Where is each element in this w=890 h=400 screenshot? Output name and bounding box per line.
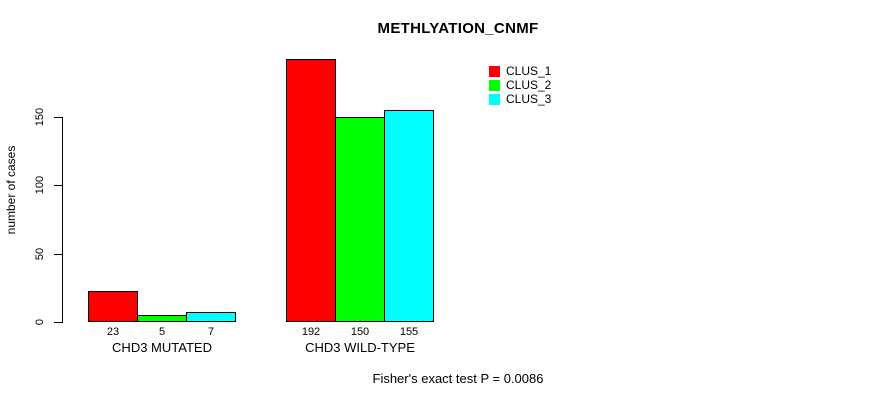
chart-title: METHLYATION_CNMF	[377, 20, 539, 37]
bar-clus-2-chd3-mutated	[137, 315, 187, 322]
y-axis-tick-label: 150	[34, 107, 46, 127]
bar-value-label: 192	[301, 326, 321, 338]
category-label-chd3-mutated: CHD3 MUTATED	[112, 340, 212, 355]
bar-value-label: 5	[158, 326, 166, 338]
bar-value-label: 155	[399, 326, 419, 338]
bar-clus-1-chd3-mutated	[88, 291, 138, 322]
y-axis-tick	[54, 322, 62, 323]
y-axis-tick	[54, 117, 62, 118]
y-axis-tick	[54, 254, 62, 255]
y-axis-line	[62, 117, 63, 323]
bar-clus-3-chd3-wild-type	[384, 110, 434, 322]
legend-item-clus-3: CLUS_3	[489, 92, 551, 106]
annotation-fisher-test: Fisher's exact test P = 0.0086	[372, 371, 544, 386]
legend-label-clus-1: CLUS_1	[506, 64, 552, 78]
bar-clus-2-chd3-wild-type	[335, 117, 385, 322]
legend-swatch-clus-1	[489, 65, 500, 77]
bar-clus-3-chd3-mutated	[186, 312, 236, 322]
y-axis-label: number of cases	[4, 145, 18, 235]
legend-swatch-clus-2	[489, 79, 500, 91]
y-axis-tick	[54, 185, 62, 186]
legend-swatch-clus-3	[489, 93, 500, 105]
legend-item-clus-2: CLUS_2	[489, 78, 551, 92]
legend-item-clus-1: CLUS_1	[489, 64, 551, 78]
bar-clus-1-chd3-wild-type	[286, 59, 336, 322]
y-axis-tick-label: 100	[34, 175, 46, 195]
legend: CLUS_1 CLUS_2 CLUS_3	[489, 64, 551, 106]
legend-label-clus-3: CLUS_3	[506, 92, 552, 106]
y-axis-tick-label: 50	[34, 247, 46, 261]
bar-value-label: 23	[106, 326, 120, 338]
legend-label-clus-2: CLUS_2	[506, 78, 552, 92]
y-axis-tick-label: 0	[34, 318, 46, 326]
category-label-chd3-wild-type: CHD3 WILD-TYPE	[305, 340, 415, 355]
bar-value-label: 150	[350, 326, 370, 338]
bar-value-label: 7	[207, 326, 215, 338]
